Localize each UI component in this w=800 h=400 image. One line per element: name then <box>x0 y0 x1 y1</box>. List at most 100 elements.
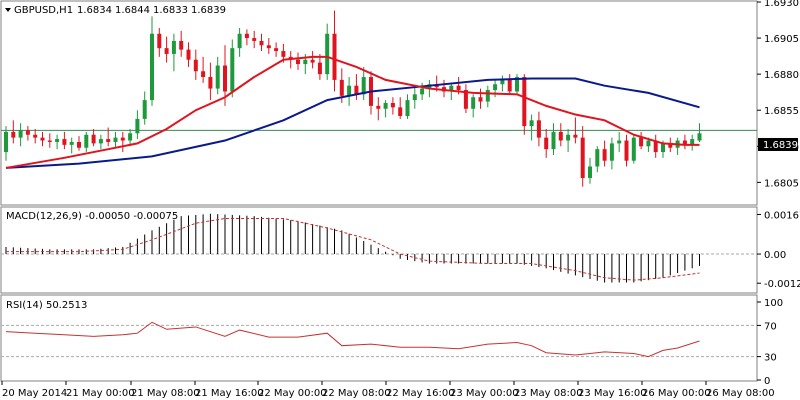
time-tick-label: 22 May 00:00 <box>258 388 327 399</box>
candle-body <box>310 59 315 63</box>
ohlc-low: 1.6833 <box>153 5 188 16</box>
candle-body <box>471 97 476 109</box>
candle-body <box>485 90 490 102</box>
candle-body <box>135 118 140 134</box>
time-tick-label: 21 May 00:00 <box>66 388 135 399</box>
macd-histogram <box>5 213 700 283</box>
candle-body <box>697 133 702 141</box>
candle-body <box>456 85 461 91</box>
candle-body <box>11 131 16 138</box>
time-tick-label: 23 May 00:00 <box>450 388 519 399</box>
candle-body <box>303 59 308 65</box>
candle-body <box>237 33 242 49</box>
candle-body <box>602 149 607 161</box>
candle-body <box>668 143 673 148</box>
candle-body <box>573 134 578 138</box>
candle-body <box>420 88 425 95</box>
current-price-tag: 1.6839 <box>758 138 798 151</box>
candle-body <box>106 139 111 142</box>
candle-body <box>98 139 103 144</box>
candle-body <box>55 139 60 142</box>
rsi-tick-label: 0 <box>764 376 770 387</box>
candle-body <box>325 33 330 75</box>
candle-body <box>522 77 527 127</box>
candle-body <box>150 33 154 101</box>
ma-slow-line <box>5 77 700 169</box>
candle-body <box>339 79 344 96</box>
current-price-label: 1.6839 <box>763 140 798 151</box>
price-tick-label: 1.6855 <box>764 106 799 117</box>
candle-body <box>690 139 695 145</box>
price-tick-label: 1.6930 <box>764 0 799 9</box>
candle-body <box>113 137 118 142</box>
macd-tick-label: 0.00167 <box>764 210 800 221</box>
time-tick-label: 22 May 16:00 <box>386 388 455 399</box>
candle-body <box>544 137 549 150</box>
candle-body <box>274 48 279 52</box>
candle-body <box>609 143 614 161</box>
rsi-panel: 100 70 30 0 RSI(14) 50.2513 <box>0 294 783 387</box>
candle-body <box>259 40 264 46</box>
time-tick-label: 26 May 08:00 <box>706 388 775 399</box>
candle-body <box>412 94 417 101</box>
price-panel-border <box>0 0 758 206</box>
candle-body <box>580 137 585 179</box>
candle-body <box>193 59 198 72</box>
dropdown-triangle-icon[interactable] <box>5 8 11 12</box>
candle-body <box>47 140 52 142</box>
time-tick-label: 22 May 08:00 <box>322 388 391 399</box>
time-tick-label: 21 May 08:00 <box>131 388 200 399</box>
candle-body <box>171 40 176 54</box>
candles <box>4 10 702 187</box>
rsi-tick-label: 30 <box>764 353 777 364</box>
time-tick-label: 26 May 00:00 <box>642 388 711 399</box>
ohlc-high: 1.6844 <box>115 5 150 16</box>
rsi-tick-label: 70 <box>764 321 777 332</box>
candle-body <box>4 131 8 153</box>
macd-panel-border <box>0 206 758 294</box>
price-tick-label: 1.6805 <box>764 178 799 189</box>
candle-body <box>361 77 366 95</box>
candle-body <box>179 40 184 50</box>
candle-body <box>639 137 644 147</box>
current-price-box <box>758 138 798 151</box>
candle-body <box>682 140 687 145</box>
candle-body <box>266 45 271 49</box>
candle-body <box>536 120 541 138</box>
candle-body <box>463 90 468 109</box>
candle-body <box>661 143 665 153</box>
time-tick-label: 23 May 08:00 <box>514 388 583 399</box>
candle-body <box>478 97 483 102</box>
rsi-label: RSI(14) 50.2513 <box>6 300 87 311</box>
candle-body <box>653 140 658 153</box>
candle-body <box>347 85 352 96</box>
candle-body <box>383 103 388 109</box>
candle-body <box>398 107 403 116</box>
candle-body <box>223 65 227 92</box>
candle-body <box>120 137 125 141</box>
candle-body <box>631 137 636 161</box>
candle-body <box>529 120 534 127</box>
candle-body <box>507 79 512 92</box>
candle-body <box>449 85 454 92</box>
ohlc-open: 1.6834 <box>77 5 112 16</box>
candle-body <box>493 84 498 91</box>
price-tick-label: 1.6905 <box>764 34 799 45</box>
candle-body <box>142 100 147 119</box>
rsi-panel-border <box>0 294 758 382</box>
candle-body <box>617 140 622 144</box>
candle-body <box>91 134 96 144</box>
ohlc-close: 1.6839 <box>191 5 226 16</box>
chart-title: GBPUSD,H1 <box>14 5 73 16</box>
title-block: GBPUSD,H1 1.6834 1.6844 1.6833 1.6839 <box>5 5 226 16</box>
candle-body <box>588 166 592 179</box>
candle-body <box>376 105 381 109</box>
candle-body <box>230 48 235 92</box>
candle-body <box>208 77 213 89</box>
candle-body <box>281 51 286 57</box>
candle-body <box>595 149 600 167</box>
